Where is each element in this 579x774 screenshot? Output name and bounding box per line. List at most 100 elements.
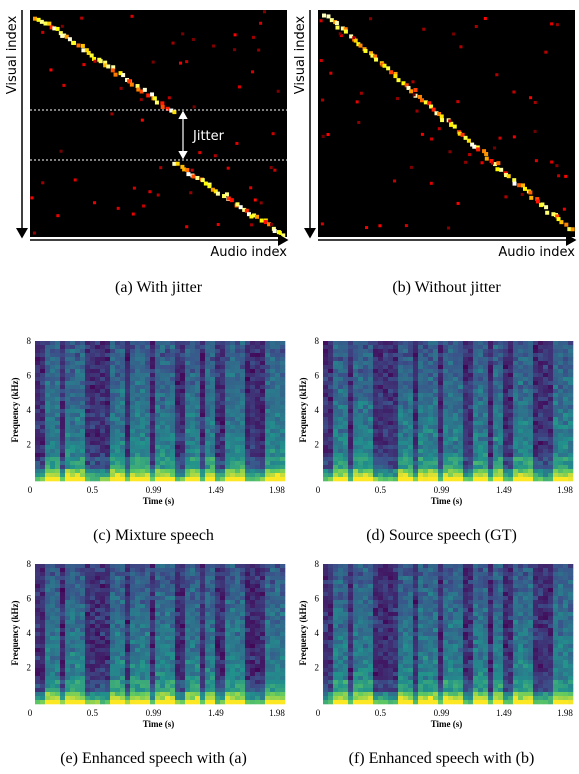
spectrogram-cell	[473, 465, 478, 469]
spectrogram-cell	[105, 393, 110, 397]
spectrogram-cell	[130, 441, 135, 445]
spectrogram-cell	[368, 345, 373, 349]
spectrogram-cell	[65, 684, 70, 688]
spectrogram-cell	[235, 353, 240, 357]
spectrogram-cell	[513, 353, 518, 357]
spectrogram-cell	[353, 465, 358, 469]
spectrogram-cell	[120, 684, 125, 688]
spectrogram-cell	[250, 389, 255, 393]
spectrogram-cell	[95, 441, 100, 445]
spectrogram-cell	[185, 660, 190, 664]
spectrogram-cell	[140, 700, 145, 704]
spectrogram-cell	[200, 385, 205, 389]
spectrogram-cell	[513, 417, 518, 421]
spectrogram-cell	[170, 361, 175, 365]
spectrogram-cell	[338, 357, 343, 361]
spectrogram-cell	[280, 421, 285, 425]
spectrogram-cell	[383, 429, 388, 433]
spectrogram-cell	[538, 385, 543, 389]
spectrogram-cell	[333, 445, 338, 449]
spectrogram-cell	[85, 409, 90, 413]
spectrogram-cell	[60, 696, 65, 700]
spectrogram-cell	[358, 457, 363, 461]
spectrogram-cell	[538, 473, 543, 477]
spectrogram-cell	[130, 381, 135, 385]
spectrogram-cell	[398, 393, 403, 397]
spectrogram-cell	[493, 401, 498, 405]
spectrogram-cell	[265, 381, 270, 385]
spectrogram-cell	[358, 377, 363, 381]
spectrogram-cell	[125, 692, 130, 696]
spectrogram-cell	[80, 341, 85, 345]
spectrogram-cell	[145, 345, 150, 349]
spectrogram-cell	[225, 453, 230, 457]
spectrogram-cell	[55, 684, 60, 688]
spectrogram-cell	[85, 457, 90, 461]
spectrogram-cell	[413, 405, 418, 409]
spectrogram-cell	[230, 441, 235, 445]
spectrogram-cell	[95, 469, 100, 473]
spectrogram-cell	[443, 345, 448, 349]
spectrogram-cell	[323, 465, 328, 469]
spectrogram-cell	[40, 644, 45, 648]
spectrogram-cell	[155, 357, 160, 361]
spectrogram-cell	[145, 648, 150, 652]
spectrogram-cell	[70, 620, 75, 624]
spectrogram-cell	[428, 353, 433, 357]
spectrogram-cell	[408, 457, 413, 461]
spectrogram-cell	[75, 580, 80, 584]
spectrogram-cell	[433, 365, 438, 369]
spectrogram-cell	[185, 437, 190, 441]
spectrogram-cell	[383, 457, 388, 461]
spectrogram-cell	[80, 700, 85, 704]
spectrogram-cell	[458, 393, 463, 397]
spectrogram-cell	[220, 373, 225, 377]
spectrogram-cell	[120, 433, 125, 437]
spectrogram-cell	[45, 568, 50, 572]
spectrogram-cell	[140, 600, 145, 604]
spectrogram-cell	[270, 349, 275, 353]
spectrogram-cell	[155, 429, 160, 433]
spectrogram-cell	[95, 413, 100, 417]
spectrogram-cell	[130, 397, 135, 401]
spectrogram-cell	[35, 652, 40, 656]
spectrogram-cell	[463, 385, 468, 389]
spectrogram-cell	[538, 341, 543, 345]
spectrogram-cell	[250, 457, 255, 461]
spectrogram-cell	[358, 369, 363, 373]
spectrogram-cell	[65, 696, 70, 700]
spectrogram-cell	[185, 409, 190, 413]
spectrogram-cell	[190, 433, 195, 437]
origin-tick-label: 0	[316, 485, 321, 495]
spectrogram-cell	[393, 437, 398, 441]
spectrogram-cell	[55, 421, 60, 425]
spectrogram-cell	[190, 405, 195, 409]
spectrogram-cell	[80, 389, 85, 393]
spectrogram-cell	[65, 389, 70, 393]
spectrogram-cell	[185, 612, 190, 616]
spectrogram-cell	[453, 377, 458, 381]
spectrogram-cell	[383, 413, 388, 417]
spectrogram-cell	[85, 564, 90, 568]
spectrogram-cell	[353, 417, 358, 421]
spectrogram-cell	[413, 449, 418, 453]
spectrogram-cell	[518, 461, 523, 465]
spectrogram-cell	[403, 437, 408, 441]
spectrogram-cell	[125, 596, 130, 600]
heatmap-cell	[93, 60, 96, 63]
spectrogram-cell	[538, 381, 543, 385]
spectrogram-cell	[463, 469, 468, 473]
spectrogram-cell	[200, 401, 205, 405]
spectrogram-cell	[150, 564, 155, 568]
spectrogram-cell	[130, 345, 135, 349]
spectrogram-cell	[448, 341, 453, 345]
spectrogram-cell	[463, 365, 468, 369]
spectrogram-cell	[95, 349, 100, 353]
spectrogram-cell	[553, 461, 558, 465]
spectrogram-cell	[75, 652, 80, 656]
spectrogram-cell	[538, 425, 543, 429]
spectrogram-cell	[468, 409, 473, 413]
spectrogram-cell	[185, 668, 190, 672]
spectrogram-cell	[418, 409, 423, 413]
spectrogram-cell	[50, 672, 55, 676]
